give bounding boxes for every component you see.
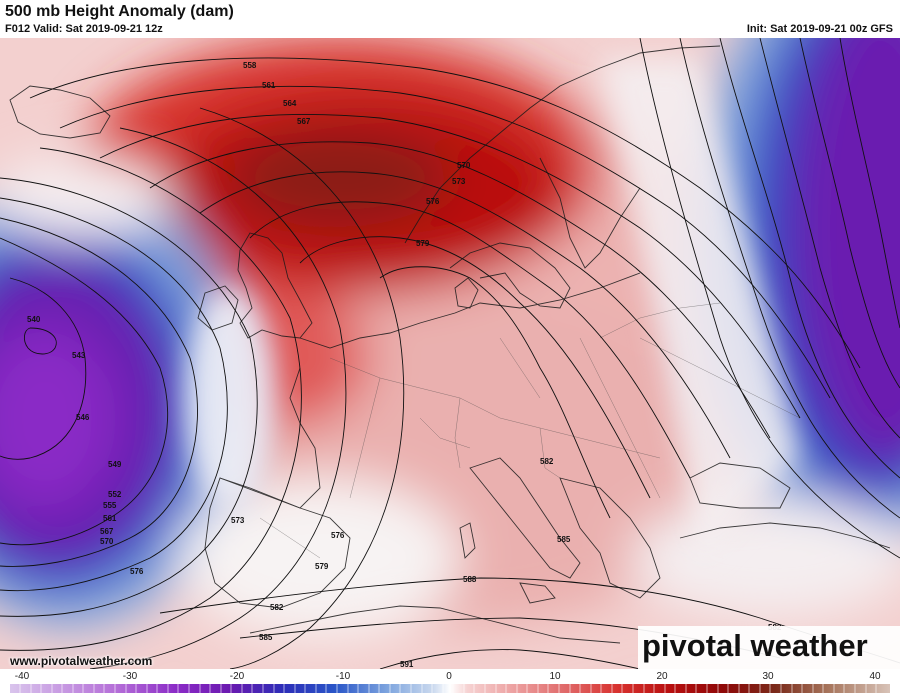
contour-label: 576	[331, 531, 345, 540]
colorbar-tick: -30	[123, 671, 138, 682]
pivotal-weather-logo: pivotal weather	[638, 626, 900, 669]
map-canvas: 558 561 564 567 570 573 576 579 540 543 …	[0, 38, 900, 669]
colorbar-tick: 20	[656, 671, 668, 682]
contour-label: 564	[283, 99, 297, 108]
contour-label: 573	[231, 516, 245, 525]
contour-label: 567	[100, 527, 114, 536]
contour-label: 582	[270, 603, 284, 612]
contour-label: 588	[463, 575, 477, 584]
contour-label: 579	[416, 239, 430, 248]
contour-label: 591	[400, 660, 414, 669]
contour-label: 585	[259, 633, 273, 642]
contour-label: 576	[130, 567, 144, 576]
init-time: Init: Sat 2019-09-21 00z GFS	[746, 23, 893, 35]
contour-label: 549	[108, 460, 122, 469]
colorbar-tick: 30	[762, 671, 774, 682]
valid-time: F012 Valid: Sat 2019-09-21 12z	[5, 23, 163, 35]
contour-label: 543	[72, 351, 86, 360]
logo-text: pivotal weather	[642, 628, 868, 663]
contour-label: 546	[76, 413, 90, 422]
colorbar-tick: 10	[549, 671, 561, 682]
colorbar-tick: -10	[336, 671, 351, 682]
contour-label: 540	[27, 315, 41, 324]
contour-label: 567	[297, 117, 311, 126]
contour-label: 579	[315, 562, 329, 571]
colorbar-tick: -40	[15, 671, 30, 682]
header: 500 mb Height Anomaly (dam) F012 Valid: …	[0, 0, 900, 38]
coastlines	[9, 45, 891, 644]
country-borders	[259, 302, 801, 559]
map-title: 500 mb Height Anomaly (dam)	[5, 3, 234, 20]
contour-label: 561	[103, 514, 117, 523]
height-anomaly-map: 558 561 564 567 570 573 576 579 540 543 …	[0, 38, 900, 669]
contour-label: 573	[452, 177, 466, 186]
colorbar: -40 -30 -20 -10 0 10 20 30 40	[0, 669, 900, 695]
colorbar-tick: 0	[446, 671, 452, 682]
contour-label: 552	[108, 490, 122, 499]
contour-label: 561	[262, 81, 276, 90]
colorbar-tick: -20	[230, 671, 245, 682]
colorbar-tick: 40	[869, 671, 881, 682]
height-contours	[0, 38, 900, 669]
contour-label: 558	[243, 61, 257, 70]
colorbar-cells	[19, 684, 877, 693]
website-url: www.pivotalweather.com	[10, 654, 153, 668]
contour-label: 585	[557, 535, 571, 544]
contour-label: 576	[426, 197, 440, 206]
colorbar-ticks: -40 -30 -20 -10 0 10 20 30 40	[15, 671, 881, 682]
contour-label: 570	[100, 537, 114, 546]
contour-label: 570	[457, 161, 471, 170]
colorbar-svg: -40 -30 -20 -10 0 10 20 30 40	[10, 671, 890, 693]
anomaly-shading	[0, 38, 900, 669]
colorbar-strip	[10, 684, 890, 693]
contour-label: 582	[540, 457, 554, 466]
contour-label: 555	[103, 501, 117, 510]
